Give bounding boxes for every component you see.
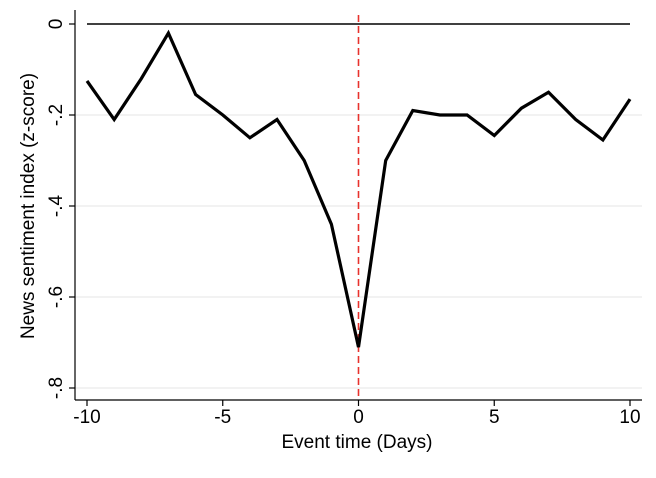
x-tick-label: -5 [214,407,231,428]
y-axis-title: News sentiment index (z-score) [18,73,39,339]
x-axis-title: Event time (Days) [282,432,433,453]
x-tick-label: 5 [489,407,500,428]
series-layer [85,29,632,348]
y-tick-label: -.6 [46,286,67,308]
series-line-0 [85,29,632,348]
y-tick-label: -.4 [46,194,67,217]
y-tick-label: -.2 [46,104,67,126]
x-tick-label: -10 [73,407,100,428]
y-tick-label: -.8 [46,377,67,399]
reference-lines [87,15,630,400]
x-tick-label: 0 [353,407,364,428]
x-tick-label: 10 [619,407,640,428]
ticks: -10 -5 0 5 10 0 -.2 -.4 -.6 -.8 [46,19,641,428]
y-tick-label: 0 [46,19,67,30]
